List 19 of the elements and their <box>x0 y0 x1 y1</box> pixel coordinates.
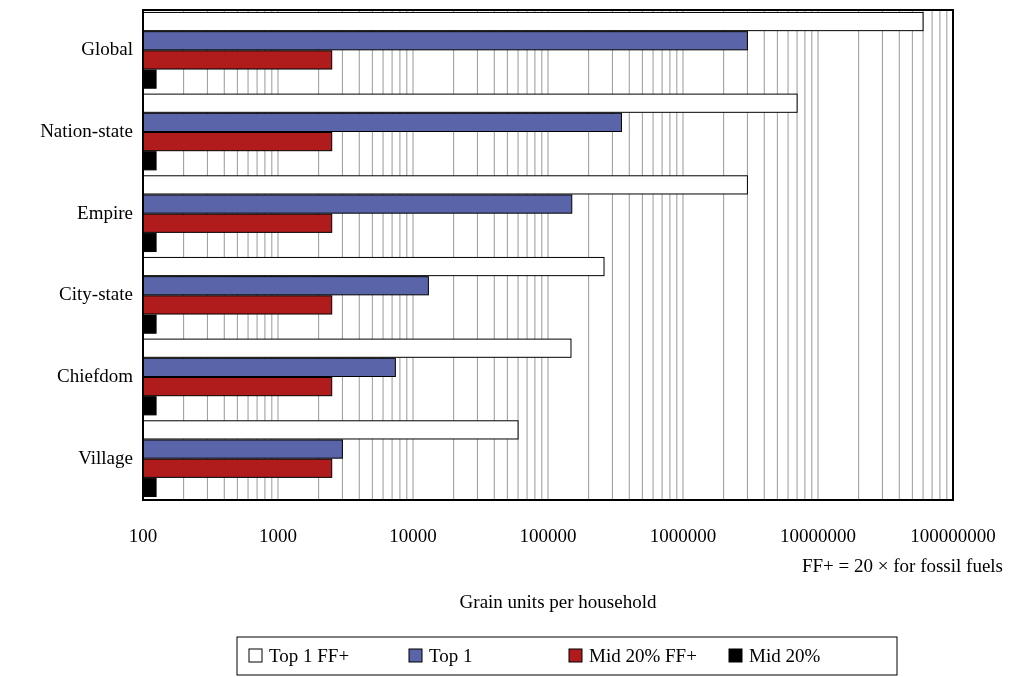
y-tick-label: Empire <box>77 201 133 223</box>
x-tick-label: 1000000 <box>649 525 717 546</box>
y-tick-label: City-state <box>59 283 133 305</box>
x-tick-label: 10000 <box>389 525 437 546</box>
text: FF+ = 20 × for fossil fuels <box>801 555 1003 576</box>
y-tick-label: Global <box>81 38 133 60</box>
y-tick-label: Village <box>78 446 133 468</box>
x-tick-label: 100000000 <box>910 525 996 546</box>
legend-label: Top 1 FF+ <box>269 645 350 666</box>
legend-label: Mid 20% FF+ <box>589 645 697 666</box>
legend-label: Top 1 <box>429 645 473 666</box>
x-tick-label: 100 <box>128 525 158 546</box>
x-tick-label: 10000000 <box>780 525 856 546</box>
x-tick-label: 100000 <box>519 525 577 546</box>
x-tick-label: 1000 <box>259 525 297 546</box>
y-tick-label: Chiefdom <box>57 364 134 386</box>
y-tick-label: Nation-state <box>40 119 133 141</box>
legend-label: Mid 20% <box>749 645 821 666</box>
x-axis-title: Grain units per household <box>459 591 657 612</box>
